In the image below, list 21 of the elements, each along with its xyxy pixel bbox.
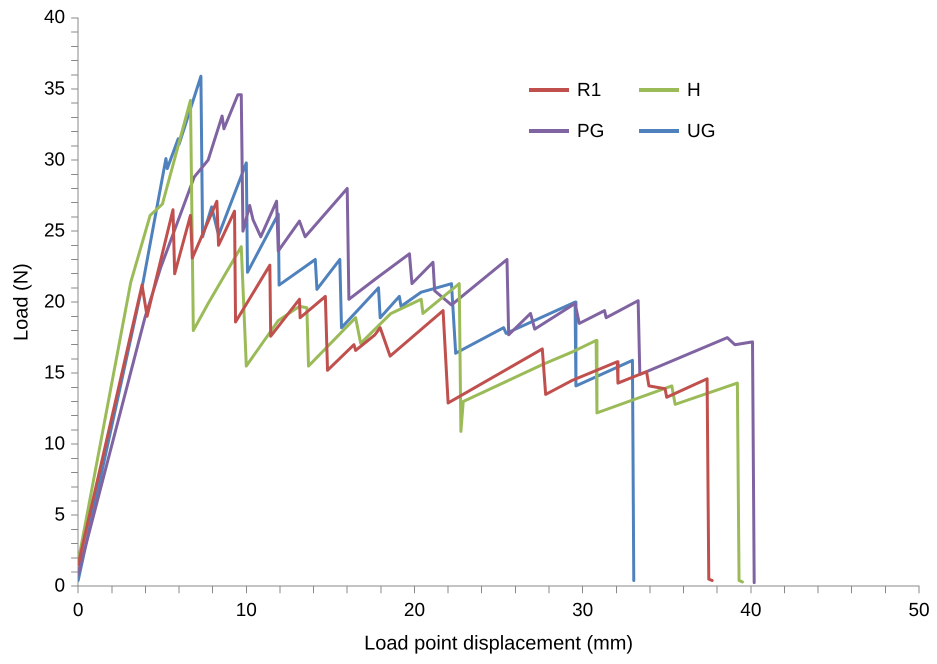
y-tick-label: 5: [54, 504, 66, 526]
x-tick-label: 30: [572, 600, 594, 621]
legend-label: H: [687, 80, 701, 102]
x-tick-label: 40: [740, 600, 762, 621]
x-tick-label: 20: [404, 600, 426, 621]
x-tick-label: 0: [72, 600, 84, 621]
x-tick-label: 10: [236, 600, 257, 621]
y-tick-label: 10: [44, 433, 66, 454]
y-tick-label: 30: [44, 149, 66, 170]
legend-label: UG: [687, 121, 716, 142]
legend-label: PG: [577, 121, 604, 142]
y-tick-label: 40: [44, 7, 66, 28]
y-axis-title: Load (N): [10, 263, 33, 342]
y-tick-label: 15: [44, 362, 66, 384]
x-axis-title: Load point displacement (mm): [364, 632, 634, 655]
y-tick-label: 35: [44, 78, 66, 100]
x-tick-label: 50: [908, 600, 930, 621]
y-tick-label: 20: [44, 291, 66, 312]
y-tick-label: 0: [54, 575, 66, 596]
y-tick-label: 25: [44, 220, 66, 242]
legend-label: R1: [577, 80, 602, 102]
